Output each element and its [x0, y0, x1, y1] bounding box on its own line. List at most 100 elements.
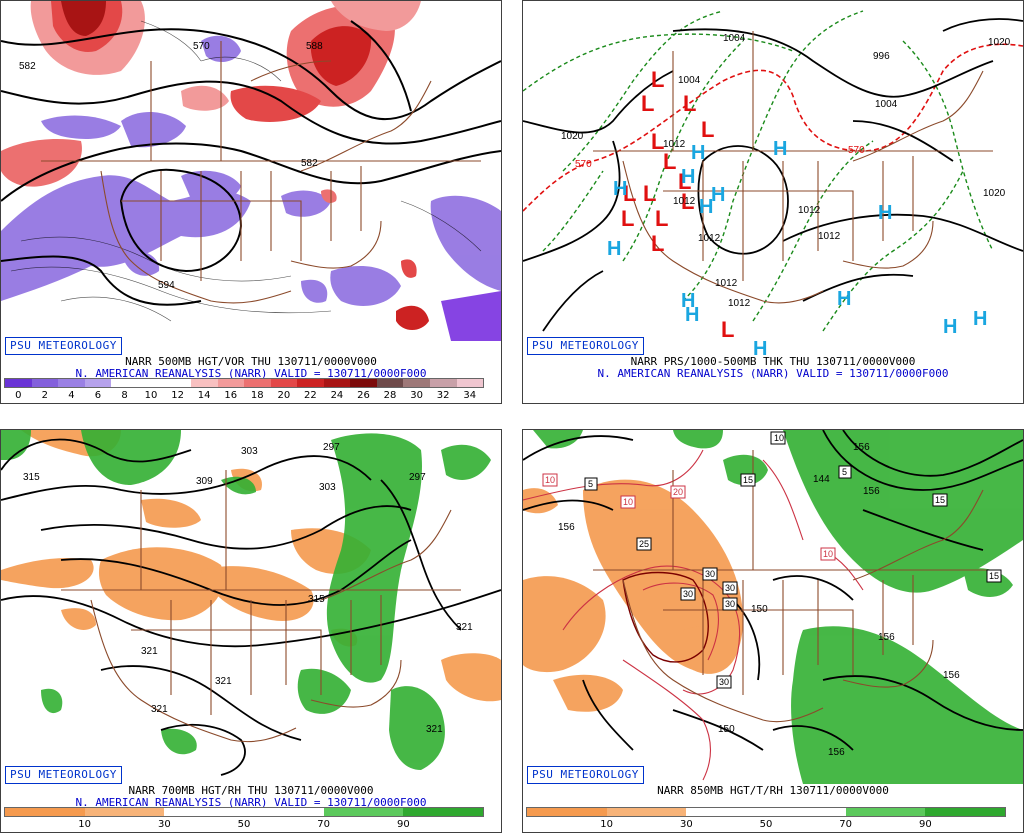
svg-text:15: 15: [935, 495, 945, 505]
isobar-label: 1020: [988, 37, 1011, 48]
contour-label: 156: [558, 522, 575, 533]
colorbar-segment: [84, 379, 112, 387]
high-marker: H: [685, 304, 699, 326]
isobar-labels: 1004 996 1020 1004 1004 1020 1020 1012 1…: [561, 33, 1011, 309]
contour-label: 321: [215, 676, 232, 687]
isobar-label: 1012: [673, 196, 696, 207]
isobar-label: 1004: [678, 75, 701, 86]
colorbar-segment: [164, 808, 245, 816]
svg-text:10: 10: [623, 497, 633, 507]
isobars: [523, 18, 1023, 332]
colorbar-segment: [527, 808, 607, 816]
colorbar-tick-label: 2: [41, 390, 49, 401]
psu-meteorology-badge: PSU METEOROLOGY: [5, 766, 122, 784]
low-pressure-markers: L L L L L L L L L L L L L L: [621, 67, 734, 342]
colorbar-segment: [686, 808, 767, 816]
colorbar-tick-label: 70: [317, 819, 331, 830]
colorbar-segment: [376, 379, 404, 387]
colorbar-segment: [244, 808, 324, 816]
colorbar-segment: [5, 808, 85, 816]
temp-box: 10: [820, 547, 836, 561]
panel-caption: NARR 700MB HGT/RH THU 130711/0000V000: [128, 784, 374, 797]
contour-label: 315: [308, 594, 325, 605]
colorbar-ticks: 10 30 50 70 90: [527, 819, 1005, 831]
panel-850mb-temperature-rh: 156 144 156 156 156 150 156 150 156 10 5…: [522, 429, 1024, 833]
contour-labels: 315 309 303 297 303 297 315 321 321 321 …: [23, 442, 473, 735]
colorbar-tick-label: 50: [237, 819, 251, 830]
contour-label: 321: [141, 646, 158, 657]
high-marker: H: [681, 166, 695, 188]
colorbar-segment: [925, 808, 1006, 816]
psu-meteorology-badge: PSU METEOROLOGY: [5, 337, 122, 355]
contour-label: 321: [456, 622, 473, 633]
svg-text:30: 30: [725, 599, 735, 609]
contour-label: 315: [23, 472, 40, 483]
contour-label: 156: [853, 442, 870, 453]
low-marker: L: [663, 149, 676, 174]
isobar-label: 1012: [715, 278, 738, 289]
colorbar-segment: [58, 379, 85, 387]
thickness-label: 570: [575, 159, 592, 170]
high-marker: H: [711, 184, 725, 206]
temp-box: 30: [680, 587, 696, 601]
high-marker: H: [681, 290, 695, 312]
panel-500mb-vorticity: 582 570 588 582 594 PSU METEOROLOGY NARR…: [0, 0, 502, 404]
temp-box: 10: [620, 495, 636, 509]
low-marker: L: [651, 231, 664, 256]
low-marker: L: [683, 91, 696, 116]
colorbar-segment: [403, 379, 430, 387]
negative-vorticity-shading: [1, 35, 501, 341]
isobar-label: 1012: [728, 298, 751, 309]
isobar-label: 1012: [818, 231, 841, 242]
temp-box: 10: [542, 473, 558, 487]
contour-label: 150: [718, 724, 735, 735]
colorbar-tick-label: 32: [436, 390, 450, 401]
colorbar-segment: [164, 379, 191, 387]
svg-text:25: 25: [639, 539, 649, 549]
colorbar-tick-label: 28: [383, 390, 397, 401]
colorbar-tick-label: 34: [463, 390, 477, 401]
low-marker: L: [623, 181, 636, 206]
temp-box: 10: [770, 431, 786, 445]
colorbar: [4, 807, 484, 817]
colorbar-segment: [190, 379, 218, 387]
colorbar-tick-label: 30: [679, 819, 693, 830]
colorbar-tick-label: 50: [759, 819, 773, 830]
colorbar-tick-label: 4: [68, 390, 75, 401]
vorticity-map: 582 570 588 582 594: [1, 1, 501, 341]
colorbar-tick-label: 12: [171, 390, 184, 401]
colorbar-segment: [5, 379, 32, 387]
colorbar-tick-label: 10: [600, 819, 614, 830]
political-borders: [41, 41, 481, 304]
temp-box: 20: [670, 485, 686, 499]
temp-box: 15: [932, 493, 948, 507]
isobar-label: 1004: [875, 99, 898, 110]
moist-air-shading: [1, 430, 491, 770]
contour-label: 297: [323, 442, 340, 453]
contour-labels: 156 144 156 156 156 150 156 150 156: [558, 442, 960, 758]
panel-valid-caption: N. AMERICAN REANALYSIS (NARR) VALID = 13…: [75, 796, 427, 809]
high-marker: H: [837, 288, 851, 310]
isobar-label: 1020: [983, 188, 1006, 199]
high-pressure-markers: H H H H H H H H H H H H H H: [607, 138, 987, 355]
contour-label: 570: [193, 41, 210, 52]
svg-text:10: 10: [545, 475, 555, 485]
contour-labels: 582 570 588 582 594: [19, 41, 323, 291]
low-marker: L: [651, 67, 664, 92]
high-marker: H: [943, 316, 957, 338]
high-marker: H: [607, 238, 621, 260]
colorbar-tick-label: 8: [121, 390, 128, 401]
contour-label: 321: [426, 724, 443, 735]
svg-text:10: 10: [823, 549, 833, 559]
temp-box: 30: [716, 675, 732, 689]
colorbar-tick-label: 10: [78, 819, 92, 830]
political-borders: [593, 450, 993, 723]
colorbar-tick-label: 26: [357, 390, 370, 401]
low-marker: L: [678, 169, 691, 194]
svg-text:20: 20: [673, 487, 683, 497]
contour-label: 582: [301, 158, 318, 169]
pressure-map: L L L L L L L L L L L L L L H H H H H H …: [523, 10, 1023, 355]
svg-text:15: 15: [989, 571, 999, 581]
colorbar-segment: [350, 379, 377, 387]
colorbar-tick-label: 14: [197, 390, 211, 401]
